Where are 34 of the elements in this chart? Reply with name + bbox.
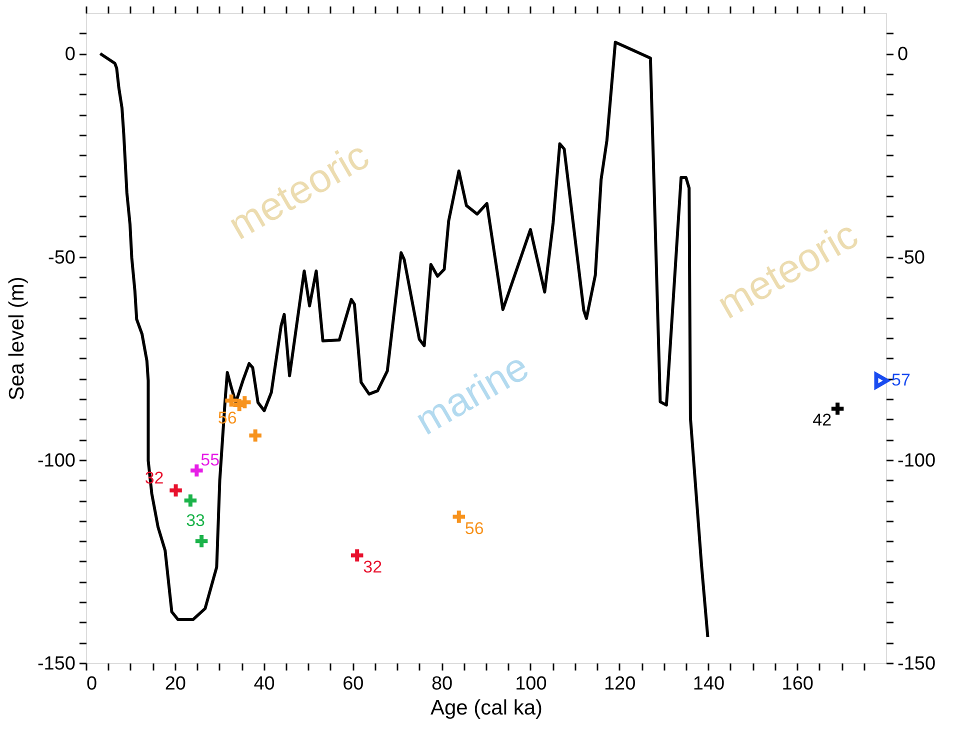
annotation: 57: [892, 370, 910, 390]
x-tick-label: 20: [164, 674, 186, 694]
y-axis-title: Sea level (m): [5, 276, 28, 400]
annotation: 55: [200, 450, 220, 470]
y2-tick-label: 0: [898, 44, 908, 66]
y2-tick-label: -150: [898, 654, 936, 674]
point: [874, 372, 889, 389]
point: [450, 508, 468, 525]
x-tick-label: 0: [86, 674, 98, 694]
point: [182, 492, 199, 509]
point: [193, 533, 210, 550]
annotation: 33: [186, 511, 206, 530]
point: [829, 400, 846, 417]
y-tick-label: 0: [64, 44, 76, 66]
x-tick-label: 160: [782, 674, 814, 694]
x-tick-label: 40: [254, 674, 275, 694]
point: [247, 427, 264, 444]
y-tick-label: -50: [48, 247, 76, 268]
point: [168, 482, 184, 498]
annotation: 42: [812, 410, 832, 430]
point: [348, 547, 366, 564]
x-tick-label: 140: [692, 674, 725, 694]
annotation: 56: [464, 518, 484, 538]
x-tick-label: 120: [604, 674, 636, 694]
x-tick-label: 100: [515, 674, 547, 694]
y-tick-label: -100: [37, 450, 76, 472]
x-tick-label: 60: [342, 674, 364, 694]
y2-tick-label: -100: [898, 450, 936, 472]
x-axis-title: Age (cal ka): [430, 696, 543, 720]
y2-tick-label: -50: [898, 247, 925, 268]
x-tick-label: 80: [431, 674, 453, 694]
line-series: [98, 40, 710, 638]
y-tick-label: -150: [37, 654, 76, 674]
annotation: 32: [363, 557, 382, 576]
